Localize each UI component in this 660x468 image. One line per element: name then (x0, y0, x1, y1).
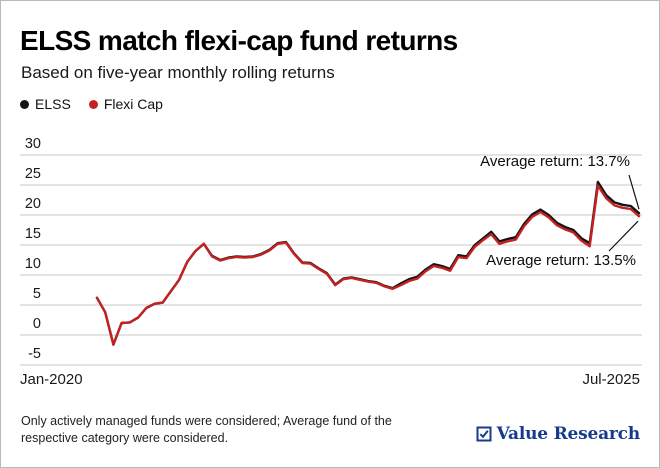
x-axis-label-end: Jul-2025 (582, 371, 640, 388)
value-research-logo: Value Research (476, 424, 640, 444)
legend-item-flexi-cap: Flexi Cap (88, 96, 163, 112)
footnote-line-2: respective category were considered. (21, 431, 229, 445)
y-tick-label: -5 (28, 346, 41, 362)
legend: ELSS Flexi Cap (20, 96, 163, 112)
y-tick-label: 10 (24, 256, 41, 272)
flexi-cap-dot-icon (88, 99, 98, 109)
chart-title: ELSS match flexi-cap fund returns (20, 25, 458, 56)
x-axis-label-start: Jan-2020 (20, 371, 83, 388)
chart-subtitle: Based on five-year monthly rolling retur… (21, 63, 335, 82)
y-tick-label: 15 (24, 226, 41, 242)
legend-label-flexi-cap: Flexi Cap (103, 96, 163, 112)
callout-line-elss (628, 174, 640, 210)
y-tick-label: 0 (32, 316, 41, 332)
annotation-elss-average: Average return: 13.7% (480, 153, 630, 170)
flexi-cap-line (95, 184, 641, 346)
ballot-box-check-icon (476, 426, 492, 442)
y-tick-label: 20 (24, 196, 41, 212)
annotation-flexi-average: Average return: 13.5% (486, 252, 636, 269)
footnote: Only actively managed funds were conside… (21, 413, 392, 447)
logo-text: Value Research (496, 424, 641, 444)
legend-item-elss: ELSS (20, 96, 71, 112)
legend-label-elss: ELSS (35, 96, 71, 112)
elss-dot-icon (20, 99, 29, 109)
y-tick-label: 30 (24, 136, 41, 152)
footnote-line-1: Only actively managed funds were conside… (21, 414, 392, 428)
y-tick-label: 5 (32, 286, 41, 302)
y-tick-label: 25 (24, 166, 41, 182)
callout-line-flexi-cap (608, 220, 639, 252)
